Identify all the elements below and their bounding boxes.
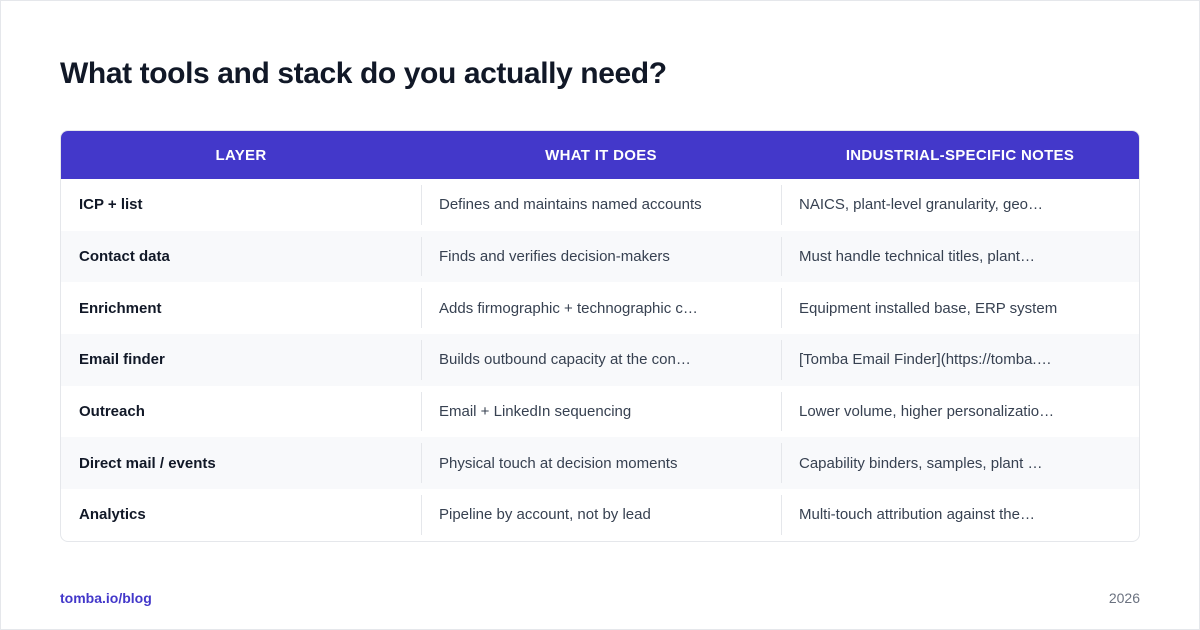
table-row: Outreach Email + LinkedIn sequencing Low… bbox=[61, 386, 1139, 438]
layer-cell: Analytics bbox=[79, 506, 146, 524]
layer-cell: ICP + list bbox=[79, 196, 143, 214]
layer-cell: Contact data bbox=[79, 248, 170, 266]
table-row: Analytics Pipeline by account, not by le… bbox=[61, 489, 1139, 541]
what-it-does-cell: Adds firmographic + technographic c… bbox=[421, 282, 781, 334]
column-header-notes: INDUSTRIAL-SPECIFIC NOTES bbox=[845, 146, 1075, 164]
layer-cell: Enrichment bbox=[79, 299, 162, 317]
column-header-layer: LAYER bbox=[215, 146, 267, 164]
notes-cell: Lower volume, higher personalizatio… bbox=[781, 386, 1139, 438]
table-row: Email finder Builds outbound capacity at… bbox=[61, 334, 1139, 386]
what-it-does-cell: Defines and maintains named accounts bbox=[421, 179, 781, 231]
column-header-what-it-does: WHAT IT DOES bbox=[545, 146, 657, 164]
year-label: 2026 bbox=[1108, 590, 1140, 606]
page-title: What tools and stack do you actually nee… bbox=[60, 57, 667, 90]
table-row: Enrichment Adds firmographic + technogra… bbox=[61, 282, 1139, 334]
what-it-does-cell: Finds and verifies decision-makers bbox=[421, 231, 781, 283]
layer-cell: Email finder bbox=[79, 351, 165, 369]
layer-cell: Outreach bbox=[79, 403, 145, 421]
notes-cell: NAICS, plant-level granularity, geo… bbox=[781, 179, 1139, 231]
table-header: LAYER WHAT IT DOES INDUSTRIAL-SPECIFIC N… bbox=[61, 131, 1139, 179]
notes-cell: [Tomba Email Finder](https://tomba.… bbox=[781, 334, 1139, 386]
layer-cell: Direct mail / events bbox=[79, 454, 216, 472]
stack-table: LAYER WHAT IT DOES INDUSTRIAL-SPECIFIC N… bbox=[60, 130, 1140, 542]
what-it-does-cell: Builds outbound capacity at the con… bbox=[421, 334, 781, 386]
notes-cell: Equipment installed base, ERP system bbox=[781, 282, 1139, 334]
what-it-does-cell: Email + LinkedIn sequencing bbox=[421, 386, 781, 438]
what-it-does-cell: Pipeline by account, not by lead bbox=[421, 489, 781, 541]
notes-cell: Capability binders, samples, plant … bbox=[781, 437, 1139, 489]
notes-cell: Must handle technical titles, plant… bbox=[781, 231, 1139, 283]
blog-link[interactable]: tomba.io/blog bbox=[60, 590, 152, 606]
notes-cell: Multi-touch attribution against the… bbox=[781, 489, 1139, 541]
table-row: Direct mail / events Physical touch at d… bbox=[61, 437, 1139, 490]
table-row: Contact data Finds and verifies decision… bbox=[61, 230, 1139, 283]
what-it-does-cell: Physical touch at decision moments bbox=[421, 437, 781, 489]
table-row: ICP + list Defines and maintains named a… bbox=[61, 179, 1139, 231]
